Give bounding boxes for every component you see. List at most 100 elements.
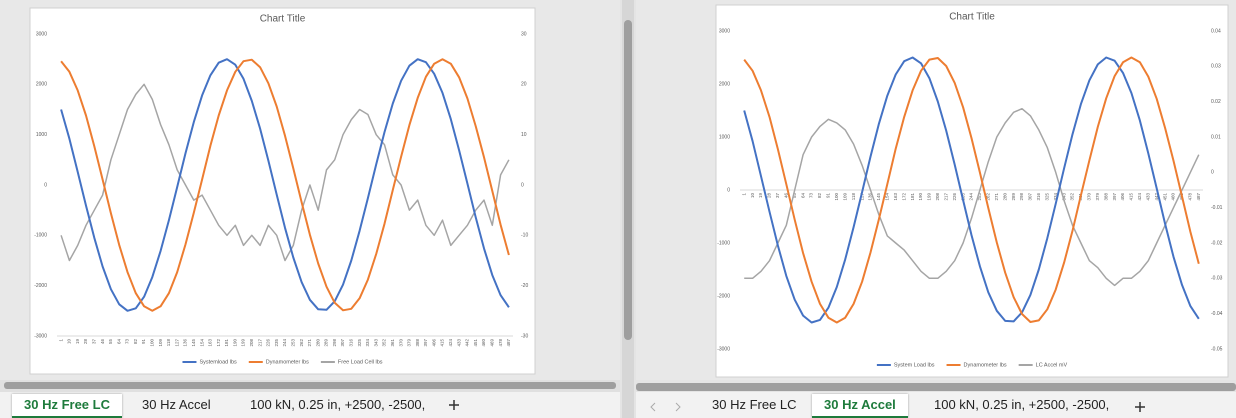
series-line: [60, 58, 510, 312]
x-tick-label: 307: [340, 339, 345, 347]
hscroll-thumb[interactable]: [636, 383, 1236, 391]
y-tick-label: -3000: [34, 333, 47, 339]
sheet-tab[interactable]: 30 Hz Accel: [142, 397, 211, 412]
x-tick-label: 253: [290, 339, 295, 347]
x-tick-label: 433: [1145, 193, 1150, 201]
y2-tick-label: 30: [521, 31, 527, 37]
x-tick-label: 145: [191, 339, 196, 347]
x-tick-label: 181: [224, 339, 229, 347]
sheet-tab[interactable]: 30 Hz Free LC: [712, 397, 797, 412]
series-line: [744, 107, 1200, 287]
y-tick-label: 1000: [36, 132, 47, 138]
x-tick-label: 208: [249, 339, 254, 347]
chart-area: [29, 7, 536, 375]
x-tick-label: 469: [489, 339, 494, 347]
x-tick-label: 325: [1044, 193, 1049, 201]
x-tick-label: 280: [1002, 193, 1007, 201]
y2-tick-label: 0: [1211, 170, 1214, 176]
x-tick-label: 460: [481, 339, 486, 347]
x-tick-label: 208: [935, 193, 940, 201]
y2-tick-label: 0.01: [1211, 134, 1221, 140]
x-tick-label: 127: [174, 339, 179, 347]
chart-title: Chart Title: [949, 12, 995, 23]
y-tick-label: -2000: [34, 283, 47, 289]
x-tick-label: 388: [415, 339, 420, 347]
x-tick-label: 19: [75, 339, 80, 345]
x-tick-label: 73: [809, 193, 814, 199]
x-tick-label: 280: [315, 339, 320, 347]
x-tick-label: 298: [1019, 193, 1024, 201]
y2-tick-label: -20: [521, 283, 528, 289]
sheet-tab[interactable]: 100 kN, 0.25 in, +2500, -2500,: [934, 397, 1110, 412]
add-sheet[interactable]: [449, 400, 1145, 412]
x-tick-label: 298: [332, 339, 337, 347]
x-tick-label: 136: [183, 339, 188, 347]
legend: Systemload lbs Dynamometer lbs Free Load C…: [182, 359, 383, 365]
x-tick-label: 334: [365, 339, 370, 347]
x-tick-label: 28: [83, 339, 88, 345]
x-tick-label: 118: [851, 193, 856, 201]
x-tick-label: 451: [1162, 193, 1167, 201]
x-tick-label: 91: [141, 339, 146, 345]
x-tick-label: 316: [1036, 193, 1041, 201]
x-tick-label: 307: [1028, 193, 1033, 201]
y2-tick-label: 0.03: [1211, 64, 1221, 70]
y2-tick-label: 10: [521, 132, 527, 138]
x-tick-label: 82: [817, 193, 822, 199]
y2-tick-label: 0.02: [1211, 99, 1221, 105]
series-line: [743, 56, 1200, 324]
x-tick-label: 64: [800, 193, 805, 199]
x-tick-label: 100: [834, 193, 839, 201]
x-tick-label: 262: [986, 193, 991, 201]
sheet-tab[interactable]: 30 Hz Accel: [812, 394, 908, 418]
x-tick-label: 55: [108, 339, 113, 345]
y2-tick-label: -0.05: [1211, 346, 1223, 352]
x-tick-label: 46: [783, 193, 788, 199]
x-tick-label: 415: [440, 339, 445, 347]
x-tick-label: 289: [324, 339, 329, 347]
chart-area: [715, 4, 1229, 378]
y2-tick-label: 0.04: [1211, 28, 1221, 34]
legend-label: Dynamometer lbs: [964, 362, 1007, 368]
x-tick-label: 217: [943, 193, 948, 201]
sheet-tab[interactable]: 30 Hz Free LC: [12, 394, 122, 418]
y-tick-label: 0: [44, 182, 47, 188]
x-tick-label: 370: [398, 339, 403, 347]
y2-tick-label: -0.04: [1211, 311, 1223, 317]
y-tick-label: 2000: [719, 81, 730, 87]
hscroll-thumb[interactable]: [4, 382, 616, 389]
x-tick-label: 460: [1171, 193, 1176, 201]
x-tick-label: 442: [1154, 193, 1159, 201]
x-tick-label: 316: [349, 339, 354, 347]
series-line: [60, 83, 510, 262]
x-tick-label: 1: [58, 339, 63, 342]
legend-label: System Load lbs: [894, 362, 935, 368]
x-tick-label: 145: [876, 193, 881, 201]
y2-tick-label: -10: [521, 233, 528, 239]
x-tick-label: 334: [1053, 193, 1058, 201]
tab-nav[interactable]: [650, 402, 681, 412]
sheet-tab[interactable]: 100 kN, 0.25 in, +2500, -2500,: [250, 397, 426, 412]
x-tick-label: 19: [758, 193, 763, 199]
x-tick-label: 37: [775, 193, 780, 199]
x-tick-label: 406: [431, 339, 436, 347]
x-tick-label: 55: [792, 193, 797, 199]
x-tick-label: 163: [893, 193, 898, 201]
x-tick-label: 361: [390, 339, 395, 347]
tab-bar: [636, 392, 1236, 418]
x-tick-label: 244: [969, 193, 974, 201]
series-line: [60, 58, 510, 312]
x-tick-label: 262: [299, 339, 304, 347]
x-tick-label: 244: [282, 339, 287, 347]
x-tick-label: 154: [199, 339, 204, 347]
scroll-thumb[interactable]: [624, 20, 632, 340]
x-tick-label: 226: [266, 339, 271, 347]
x-tick-label: 64: [116, 339, 121, 345]
x-tick-label: 442: [465, 339, 470, 347]
x-tick-label: 109: [842, 193, 847, 201]
y-tick-label: 1000: [719, 134, 730, 140]
legend-label: Systemload lbs: [199, 359, 237, 365]
x-tick-label: 199: [927, 193, 932, 201]
y2-tick-label: -30: [521, 333, 528, 339]
